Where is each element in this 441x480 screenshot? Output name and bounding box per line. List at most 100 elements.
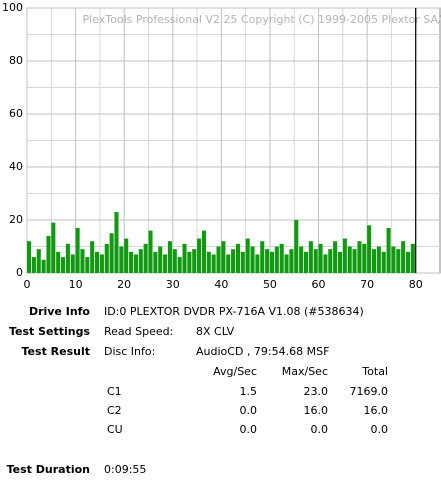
bar xyxy=(284,254,289,273)
bar xyxy=(61,257,66,273)
bar xyxy=(85,257,90,273)
bar xyxy=(187,251,192,273)
bar xyxy=(231,249,236,273)
bar xyxy=(347,246,352,273)
bar xyxy=(138,249,143,273)
bar xyxy=(391,246,396,273)
info-value: AudioCD , 79:54.68 MSF xyxy=(196,345,329,358)
bar xyxy=(158,246,163,273)
bar xyxy=(192,249,197,273)
table-header: Avg/Sec xyxy=(213,365,257,378)
table-header: Max/Sec xyxy=(282,365,328,378)
bar xyxy=(56,251,61,273)
bar xyxy=(109,233,114,273)
bar xyxy=(148,230,153,273)
row-label: C2 xyxy=(107,404,122,417)
bar xyxy=(99,254,104,273)
row-label: CU xyxy=(107,423,123,436)
bar xyxy=(352,249,357,273)
bar xyxy=(75,227,80,273)
bar xyxy=(216,246,221,273)
info-value: 0:09:55 xyxy=(104,463,146,476)
x-tick-label: 60 xyxy=(312,278,326,291)
bar xyxy=(381,251,386,273)
bar xyxy=(95,251,100,273)
y-tick-label: 40 xyxy=(9,160,23,173)
bar xyxy=(177,257,182,273)
bar xyxy=(362,243,367,273)
table-cell: 23.0 xyxy=(304,385,329,398)
info-label: Test Duration xyxy=(7,463,90,476)
bar xyxy=(46,235,51,273)
bar xyxy=(211,254,216,273)
info-key: Disc Info: xyxy=(104,345,155,358)
row-label: C1 xyxy=(107,385,122,398)
bar xyxy=(163,254,168,273)
bar xyxy=(337,251,343,273)
table-cell: 0.0 xyxy=(240,404,258,417)
bar xyxy=(51,222,56,273)
bar xyxy=(367,225,372,273)
bar xyxy=(65,243,70,273)
x-tick-label: 20 xyxy=(117,278,131,291)
x-tick-label: 40 xyxy=(214,278,228,291)
bar xyxy=(143,243,148,273)
bar xyxy=(294,220,299,273)
bar xyxy=(260,241,265,273)
bar xyxy=(206,251,211,273)
bars xyxy=(27,212,415,273)
bar xyxy=(182,243,187,273)
bar xyxy=(308,241,313,273)
bar xyxy=(240,251,245,273)
info-value: 8X CLV xyxy=(196,325,235,338)
bar xyxy=(328,249,333,273)
bar xyxy=(371,249,377,273)
bar xyxy=(90,241,95,273)
table-cell: 0.0 xyxy=(311,423,329,436)
bar xyxy=(250,246,255,273)
bar xyxy=(299,246,304,273)
bar xyxy=(153,251,158,273)
bar xyxy=(265,249,270,273)
bar xyxy=(318,243,323,273)
x-tick-label: 10 xyxy=(69,278,83,291)
bar xyxy=(376,246,381,273)
bar xyxy=(167,241,172,273)
y-tick-label: 0 xyxy=(16,266,23,279)
x-tick-label: 0 xyxy=(24,278,31,291)
table-cell: 16.0 xyxy=(304,404,329,417)
info-value: ID:0 PLEXTOR DVDR PX-716A V1.08 (#538634… xyxy=(104,305,364,318)
table-header: Total xyxy=(361,365,388,378)
y-tick-label: 80 xyxy=(9,54,23,67)
bar xyxy=(274,246,279,273)
bar xyxy=(323,254,328,273)
bar xyxy=(255,254,260,273)
bar xyxy=(119,246,124,273)
y-tick-label: 100 xyxy=(2,1,23,14)
table-cell: 16.0 xyxy=(364,404,389,417)
y-tick-label: 60 xyxy=(9,107,23,120)
bar xyxy=(104,243,109,273)
watermark: PlexTools Professional V2.25 Copyright (… xyxy=(83,13,441,26)
bar xyxy=(36,249,41,273)
info-label: Drive Info xyxy=(29,305,90,318)
bar xyxy=(279,243,284,273)
x-tick-label: 50 xyxy=(263,278,277,291)
bar xyxy=(197,238,202,273)
table-cell: 1.5 xyxy=(240,385,258,398)
info-label: Test Result xyxy=(22,345,90,358)
bar xyxy=(133,254,138,273)
bar xyxy=(80,249,85,273)
bar xyxy=(386,227,391,273)
x-tick-label: 30 xyxy=(166,278,180,291)
bar xyxy=(235,243,240,273)
bar xyxy=(357,241,362,273)
bar xyxy=(333,241,338,273)
bar xyxy=(405,251,411,273)
bar xyxy=(31,257,36,273)
table-cell: 0.0 xyxy=(240,423,258,436)
bar xyxy=(201,230,206,273)
bar xyxy=(313,249,318,273)
bar xyxy=(269,251,274,273)
